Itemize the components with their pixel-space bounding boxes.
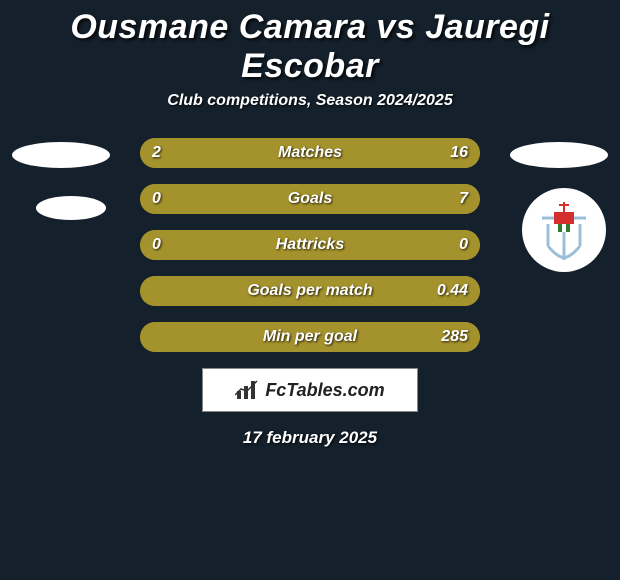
stat-row: Goals0 7 [140,184,480,214]
source-logo: FcTables.com [202,368,418,412]
stat-label: Hattricks [140,230,480,260]
crest-icon [532,198,596,262]
source-logo-text: FcTables.com [265,380,384,401]
chart-icon [235,379,261,401]
stat-value-right: 285 [441,322,468,352]
stat-label: Matches [140,138,480,168]
club-left-badge [36,196,106,220]
comparison-subtitle: Club competitions, Season 2024/2025 [0,92,620,110]
stat-row: Min per goal285 [140,322,480,352]
player-left-avatar [12,142,110,168]
stat-row: Hattricks0 0 [140,230,480,260]
footer-date: 17 february 2025 [0,428,620,448]
stat-value-left: 0 [152,184,161,214]
stat-label: Goals [140,184,480,214]
stat-label: Goals per match [140,276,480,306]
stats-area: Matches216Goals07Hattricks00Goals per ma… [0,138,620,352]
stat-rows: Matches216Goals07Hattricks00Goals per ma… [140,138,480,352]
stat-value-left: 0 [152,230,161,260]
comparison-title: Ousmane Camara vs Jauregi Escobar [0,0,620,86]
stat-value-right: 7 [459,184,468,214]
stat-label: Min per goal [140,322,480,352]
stat-value-right: 0.44 [437,276,468,306]
stat-row: Goals per match0.44 [140,276,480,306]
player-right-avatar [510,142,608,168]
club-right-crest [522,188,606,272]
stat-value-right: 0 [459,230,468,260]
stat-value-left: 2 [152,138,161,168]
stat-row: Matches2 16 [140,138,480,168]
stat-value-right: 16 [450,138,468,168]
